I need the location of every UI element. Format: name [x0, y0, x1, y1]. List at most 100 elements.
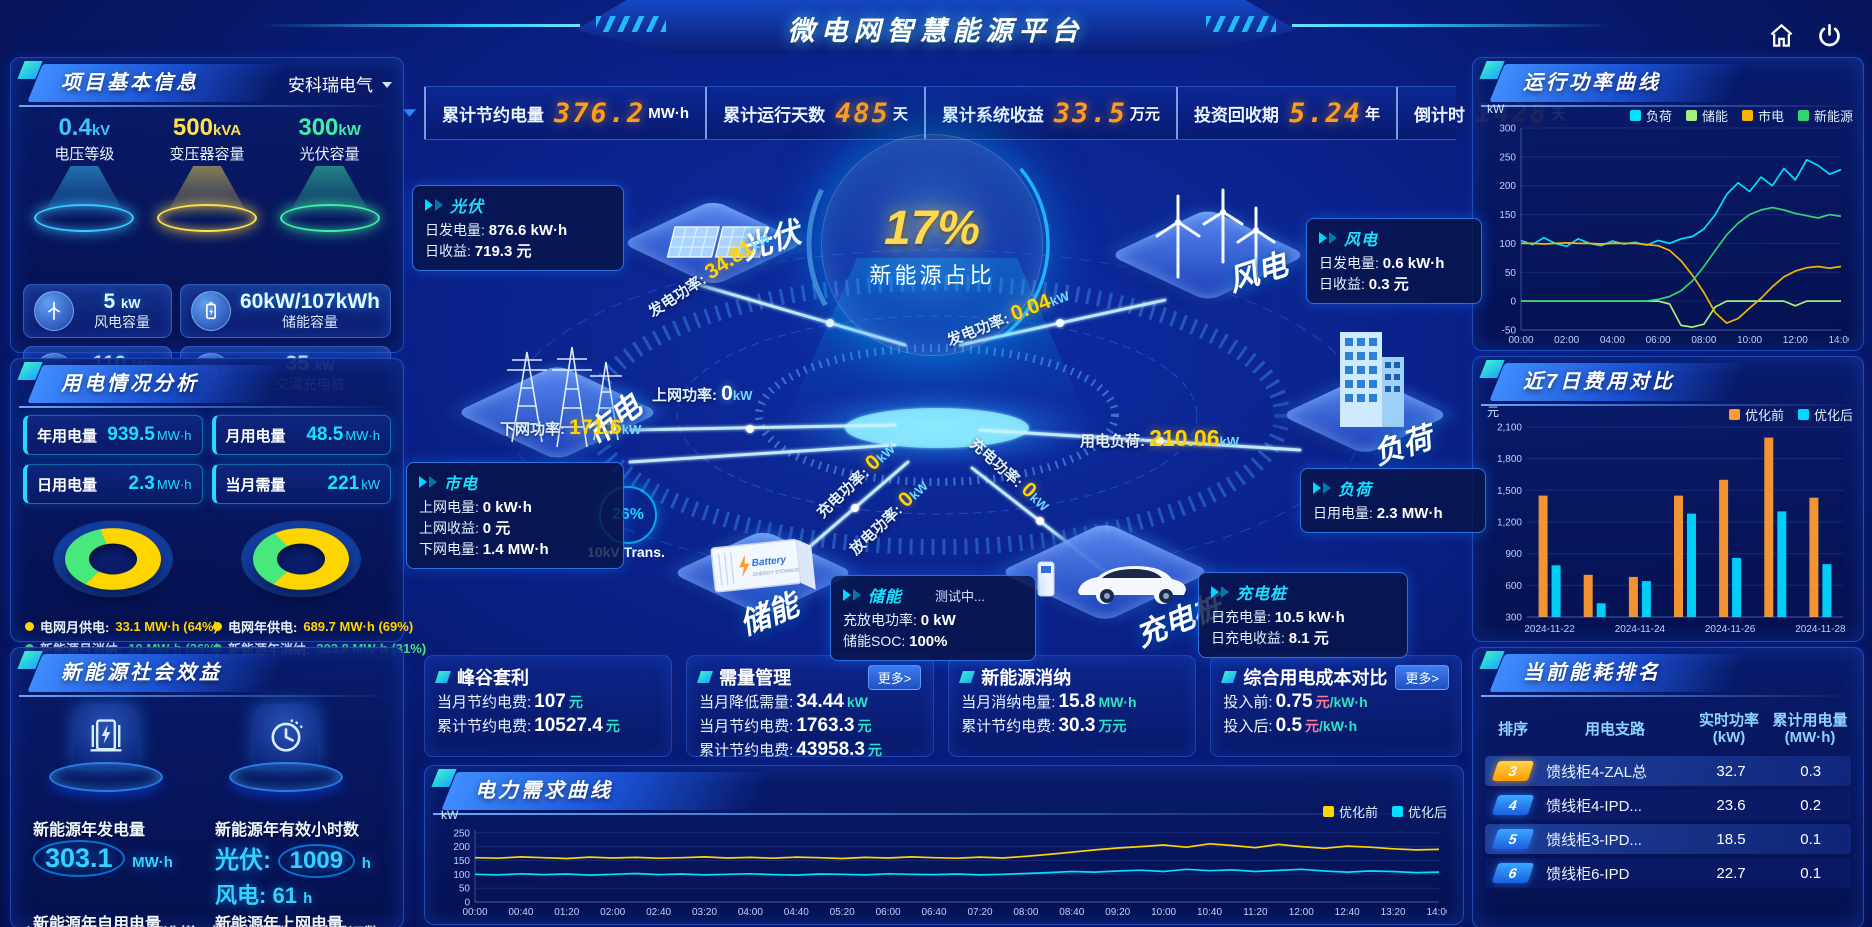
- flow-value: 34.81: [700, 236, 758, 285]
- power-tower-icon: [482, 332, 632, 457]
- stat-unit: MW·h: [156, 476, 192, 492]
- flow-value: 0: [721, 382, 733, 405]
- ranking-header-col: 排序: [1497, 720, 1528, 738]
- svg-text:300: 300: [1499, 124, 1516, 135]
- stat-unit: MW·h: [345, 427, 380, 443]
- node-platform: [1280, 375, 1450, 455]
- wind-farm-icon: [1138, 182, 1278, 297]
- ranking-row[interactable]: 5 馈线柜3-IPD... 18.5 0.1: [1485, 824, 1851, 854]
- flow-name: 上网功率:: [652, 387, 722, 404]
- flow-value: 210.06: [1149, 425, 1220, 451]
- power-chart-legend: 负荷 储能 市电 新能源: [1629, 106, 1853, 125]
- node-charger: 充电桩: [998, 492, 1227, 653]
- total-energy: 0.2: [1800, 796, 1822, 814]
- legend-value: 33.1 MW·h (64%): [115, 619, 218, 634]
- info-box-title: 市电: [444, 476, 479, 493]
- chevron-down-icon[interactable]: [402, 105, 417, 123]
- info-box-title: 负荷: [1338, 482, 1373, 499]
- more-button[interactable]: 更多>: [1395, 664, 1450, 690]
- flow-label: 放电功率: 0kW: [843, 474, 933, 560]
- chart-legend-item[interactable]: 新能源: [1797, 106, 1853, 125]
- card-corner-icon: [435, 671, 451, 683]
- node-load: 负荷: [1280, 315, 1450, 475]
- ranking-table-rows: 3 馈线柜4-ZAL总 32.7 0.3 4 馈线柜4-IPD... 23.6 0.2 5 馈线柜…: [1485, 756, 1851, 892]
- chevron-down-icon: [381, 74, 393, 94]
- panel-underline: [1481, 404, 1855, 406]
- power-icon[interactable]: [1810, 16, 1848, 54]
- ranking-row[interactable]: 3 馈线柜4-ZAL总 32.7 0.3: [1485, 756, 1851, 786]
- chart-legend-item[interactable]: 优化前: [1728, 405, 1784, 424]
- svg-text:05:20: 05:20: [830, 907, 855, 918]
- panel-energy-ranking: 当前能耗排名 排序 用电支路 实时功率 (kW) 累计用电量 (MW·h) 3 馈线柜4-Z…: [1472, 647, 1864, 927]
- ranking-row[interactable]: 6 馈线柜6-IPD 22.7 0.1: [1485, 858, 1851, 888]
- chart-legend-item[interactable]: 优化后: [1391, 802, 1447, 821]
- flow-label: 发电功率: 0.04kW: [943, 283, 1073, 352]
- usage-stat: 年用电量 939.5 MW·h: [23, 415, 203, 455]
- kpi-title: 需量管理: [719, 668, 792, 688]
- svg-text:09:20: 09:20: [1105, 907, 1130, 918]
- info-box-row: 日用电量: 2.3 MW·h: [1313, 505, 1443, 522]
- node-storage: Battery ENERGY STORAGE 储能: [670, 478, 855, 642]
- rank-badge: 4: [1491, 795, 1534, 815]
- home-icon[interactable]: [1762, 16, 1800, 54]
- more-button[interactable]: 更多>: [867, 664, 922, 690]
- cost-chart-legend: 优化前 优化后: [1728, 405, 1853, 424]
- demand-chart: 250 200 150 100 50 000:00 00:40 01:20 02:00 02:40…: [453, 828, 1447, 918]
- svg-text:50: 50: [459, 884, 471, 895]
- legend-name: 优化后: [1407, 805, 1447, 820]
- flow-name: 下网功率:: [500, 421, 570, 438]
- kpi-row: 当月节约电费: 1763.3 元: [699, 715, 872, 736]
- legend-chip: [1797, 409, 1809, 420]
- topbar-stat-unit: MW·h: [648, 104, 690, 122]
- node-platform: [1108, 208, 1307, 302]
- svg-text:11:20: 11:20: [1243, 907, 1268, 918]
- panel-social-benefit: 新能源社会效益 新能源年发电量 303.1 MW·h 新能源年有效小时数 光伏:…: [10, 647, 404, 927]
- company-dropdown[interactable]: 安科瑞电气: [288, 71, 393, 96]
- topbar-stat-value: 485: [835, 97, 890, 129]
- card-corner-icon: [697, 671, 714, 683]
- chart-legend-item[interactable]: 负荷: [1629, 106, 1672, 125]
- info-box-title: 风电: [1344, 232, 1379, 249]
- node-wind: 风电: [1108, 140, 1307, 325]
- card-value: 5 kW: [103, 290, 141, 313]
- node-pv: 光伏: [621, 158, 805, 308]
- cone-value: 0.4kV: [58, 114, 111, 141]
- topbar-stat: 累计节约电量 376.2 MW·h: [424, 87, 705, 139]
- usage-stat: 月用电量 48.5 MW·h: [211, 415, 391, 455]
- ranking-header-col: 实时功率 (kW): [1698, 712, 1759, 746]
- diagram-rings: [506, 119, 1368, 581]
- legend-chip: [1728, 409, 1740, 420]
- svg-text:Battery: Battery: [751, 555, 787, 570]
- panel-demand-curve: 电力需求曲线 优化前 优化后 kW 250 200 150 100 50 0 00:00 00:…: [424, 765, 1464, 925]
- chevron-right-icon: [1211, 586, 1219, 598]
- chart-legend-item[interactable]: 市电: [1741, 106, 1784, 125]
- panel-header: 运行功率曲线: [1479, 61, 1855, 107]
- svg-text:14:00: 14:00: [1828, 335, 1849, 346]
- chart-legend-item[interactable]: 优化前: [1322, 802, 1378, 821]
- node-label: 市电: [580, 389, 648, 453]
- realtime-power: 22.7: [1716, 864, 1746, 882]
- realtime-power: 23.6: [1716, 796, 1746, 814]
- ranking-row[interactable]: 4 馈线柜4-IPD... 23.6 0.2: [1485, 790, 1851, 820]
- topbar-stat: 累计系统收益 33.5 万元: [923, 87, 1176, 139]
- stat-label: 月用电量: [225, 427, 286, 445]
- topbar-stat: 投资回收期 5.24 年: [1175, 87, 1396, 139]
- chart-legend-item[interactable]: 优化后: [1797, 405, 1853, 424]
- panel-title: 运行功率曲线: [1523, 72, 1661, 94]
- svg-text:900: 900: [1505, 549, 1522, 560]
- info-box-charger: 充电桩 日充电量: 10.5 kW·h 日充电收益: 8.1 元: [1198, 572, 1408, 658]
- cone-label: 电压等级: [54, 146, 115, 163]
- svg-text:1,500: 1,500: [1497, 486, 1522, 497]
- solar-panel-icon: [653, 219, 773, 280]
- card-label: 风电容量: [93, 314, 150, 330]
- node-label: 负荷: [1369, 421, 1437, 472]
- stat-unit: MW·h: [156, 427, 192, 443]
- kpi-card: 需量管理 更多> 当月降低需量: 34.44 kW 当月节约电费: 1763.3 元累计节约电…: [686, 655, 935, 760]
- branch-name: 馈线柜3-IPD...: [1546, 831, 1642, 849]
- card-corner-icon: [1221, 671, 1238, 683]
- rank-badge: 3: [1491, 761, 1534, 781]
- benefit-cell-export: 新能源年上网电量 等效植树数 等效绿证数 51.7 MW·h 240棵 303张: [211, 916, 380, 927]
- chart-legend-item[interactable]: 储能: [1685, 106, 1728, 125]
- svg-text:07:20: 07:20: [967, 907, 992, 918]
- svg-text:06:00: 06:00: [876, 907, 901, 918]
